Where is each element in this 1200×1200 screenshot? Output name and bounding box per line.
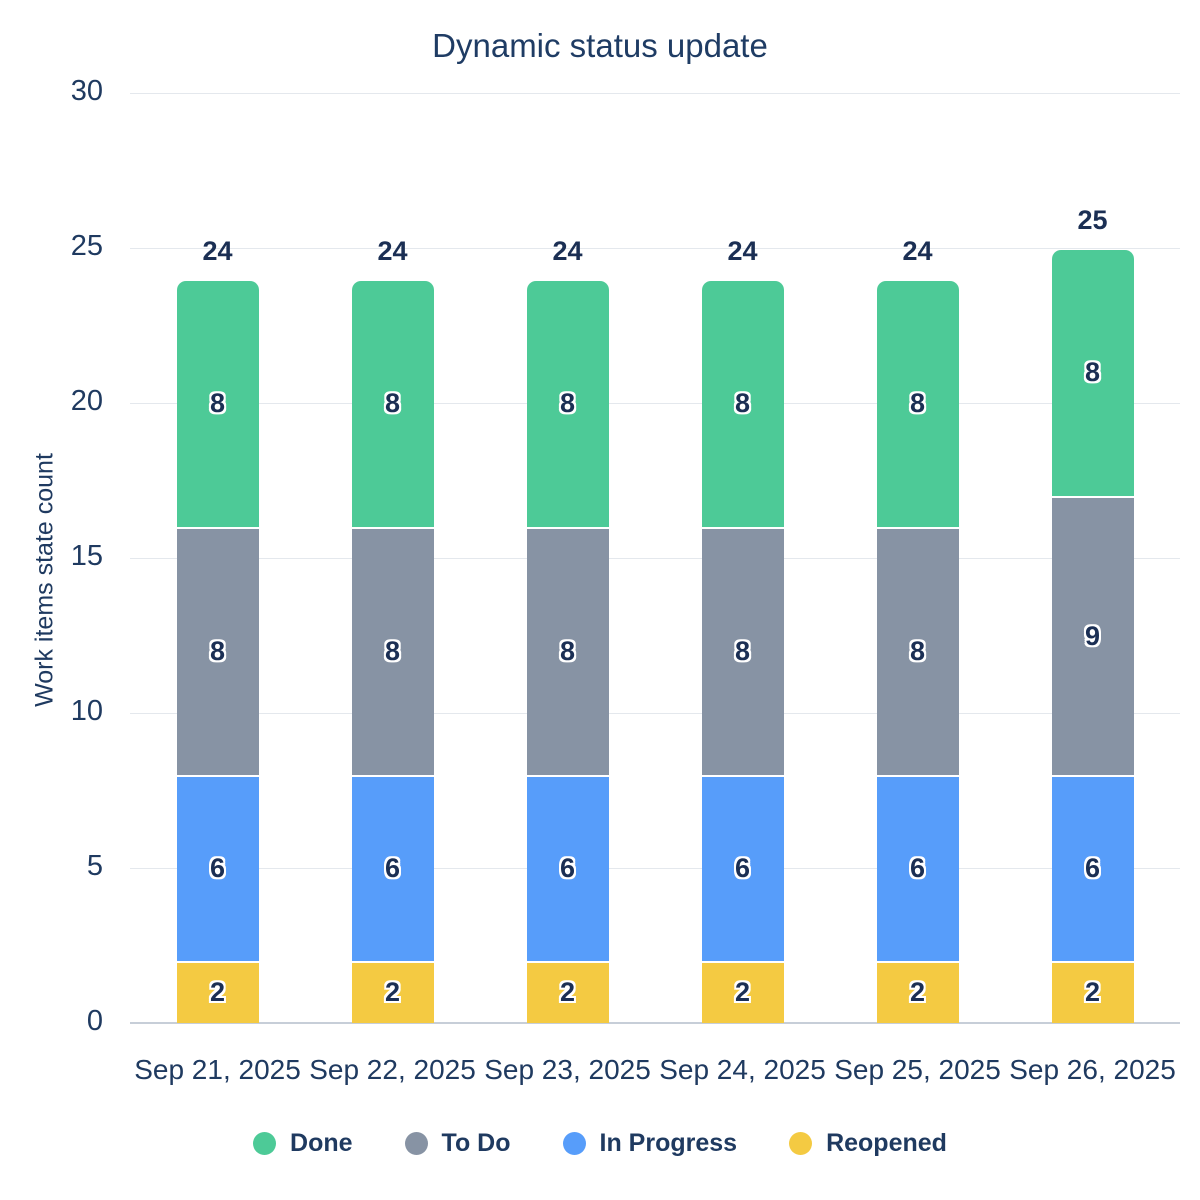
bar-segment-label: 8 (734, 635, 751, 666)
bar-segment-label: 8 (384, 635, 401, 666)
x-axis-label: Sep 22, 2025 (309, 1054, 476, 1085)
legend-item-to-do[interactable]: To Do (404, 1128, 511, 1158)
bar-segment-label: 6 (384, 852, 401, 883)
bar-segment-reopened[interactable]: 2 (176, 963, 259, 1023)
y-tick-label: 5 (86, 850, 103, 883)
x-axis-label: Sep 25, 2025 (834, 1054, 1001, 1085)
bar-segment-label: 8 (209, 387, 226, 418)
bar-segment-reopened[interactable]: 2 (876, 963, 959, 1023)
legend-label: Done (290, 1128, 353, 1157)
legend-dot (404, 1131, 428, 1155)
bar-segment-label: 6 (209, 852, 226, 883)
bar-segment-label: 8 (909, 635, 926, 666)
gridline (130, 868, 1180, 869)
bar-segment-to-do[interactable]: 9 (1051, 498, 1134, 775)
x-axis-label: Sep 26, 2025 (1009, 1054, 1176, 1085)
bar-total-label: 24 (902, 236, 933, 266)
bar-segment-done[interactable]: 8 (176, 281, 259, 527)
legend: Done To Do In Progress Reopened (0, 1120, 1200, 1166)
bar-segment-label: 8 (909, 387, 926, 418)
y-tick-label: 20 (70, 385, 103, 418)
bar-segment-label: 2 (384, 976, 401, 1007)
bar-segment-reopened[interactable]: 2 (1051, 963, 1134, 1023)
bar-segment-label: 2 (734, 976, 751, 1007)
gridline (130, 713, 1180, 714)
legend-item-done[interactable]: Done (253, 1129, 353, 1158)
bar-total-label: 24 (377, 236, 408, 266)
bar-segment-to-do[interactable]: 8 (701, 529, 784, 775)
gridline (130, 558, 1180, 559)
bar-segment-in-progress[interactable]: 6 (526, 777, 609, 961)
legend-label: To Do (441, 1128, 511, 1157)
bar-segment-done[interactable]: 8 (701, 281, 784, 527)
bar-segment-label: 2 (1084, 976, 1101, 1007)
y-tick-label: 25 (70, 230, 103, 263)
bar-segment-label: 2 (559, 976, 576, 1007)
x-axis-label: Sep 23, 2025 (484, 1054, 651, 1085)
bar-segment-done[interactable]: 8 (1051, 250, 1134, 496)
bar-segment-in-progress[interactable]: 6 (876, 777, 959, 961)
y-tick-label: 0 (86, 1005, 103, 1038)
gridline (130, 248, 1180, 249)
bar-segment-in-progress[interactable]: 6 (701, 777, 784, 961)
bar-segment-label: 2 (909, 976, 926, 1007)
bar-segment-label: 8 (1084, 356, 1101, 387)
gridline (130, 403, 1180, 404)
x-axis-label: Sep 21, 2025 (134, 1054, 301, 1085)
bar-segment-done[interactable]: 8 (526, 281, 609, 527)
bar-segment-label: 8 (559, 387, 576, 418)
bar-segment-label: 8 (384, 387, 401, 418)
legend-item-reopened[interactable]: Reopened (789, 1129, 947, 1158)
legend-label: In Progress (599, 1128, 738, 1157)
bar-segment-to-do[interactable]: 8 (876, 529, 959, 775)
bar-segment-done[interactable]: 8 (876, 281, 959, 527)
bar-segment-label: 2 (209, 976, 226, 1007)
bar-total-label: 24 (552, 236, 583, 266)
legend-item-in-progress[interactable]: In Progress (562, 1128, 738, 1158)
bar-segment-to-do[interactable]: 8 (526, 529, 609, 775)
bar-segment-done[interactable]: 8 (351, 281, 434, 527)
bar-segment-label: 8 (209, 635, 226, 666)
bar-segment-reopened[interactable]: 2 (701, 963, 784, 1023)
legend-dot (789, 1131, 813, 1155)
bar-segment-to-do[interactable]: 8 (351, 529, 434, 775)
bar-total-label: 24 (202, 236, 233, 266)
bar-segment-reopened[interactable]: 2 (526, 963, 609, 1023)
bar-segment-label: 6 (559, 852, 576, 883)
bar-segment-label: 9 (1084, 620, 1101, 651)
bar-segment-in-progress[interactable]: 6 (351, 777, 434, 961)
bar-segment-label: 6 (734, 852, 751, 883)
y-tick-label: 30 (70, 75, 103, 108)
legend-label: Reopened (826, 1128, 947, 1157)
bar-segment-to-do[interactable]: 8 (176, 529, 259, 775)
x-axis-label: Sep 24, 2025 (659, 1054, 826, 1085)
bar-segment-label: 8 (734, 387, 751, 418)
bar-segment-label: 6 (909, 852, 926, 883)
bar-total-label: 25 (1077, 205, 1108, 235)
bar-segment-in-progress[interactable]: 6 (176, 777, 259, 961)
bar-segment-label: 8 (559, 635, 576, 666)
gridline (130, 93, 1180, 94)
y-tick-label: 15 (70, 540, 103, 573)
y-axis-title: Work items state count (30, 453, 59, 707)
bar-total-label: 24 (727, 236, 758, 266)
legend-dot (562, 1131, 586, 1155)
bar-segment-label: 6 (1084, 852, 1101, 883)
bar-segment-in-progress[interactable]: 6 (1051, 777, 1134, 961)
bar-segment-reopened[interactable]: 2 (351, 963, 434, 1023)
chart-title: Dynamic status update (432, 27, 768, 64)
x-axis-line (130, 1022, 1180, 1024)
y-tick-label: 10 (70, 695, 103, 728)
legend-dot (253, 1131, 277, 1155)
